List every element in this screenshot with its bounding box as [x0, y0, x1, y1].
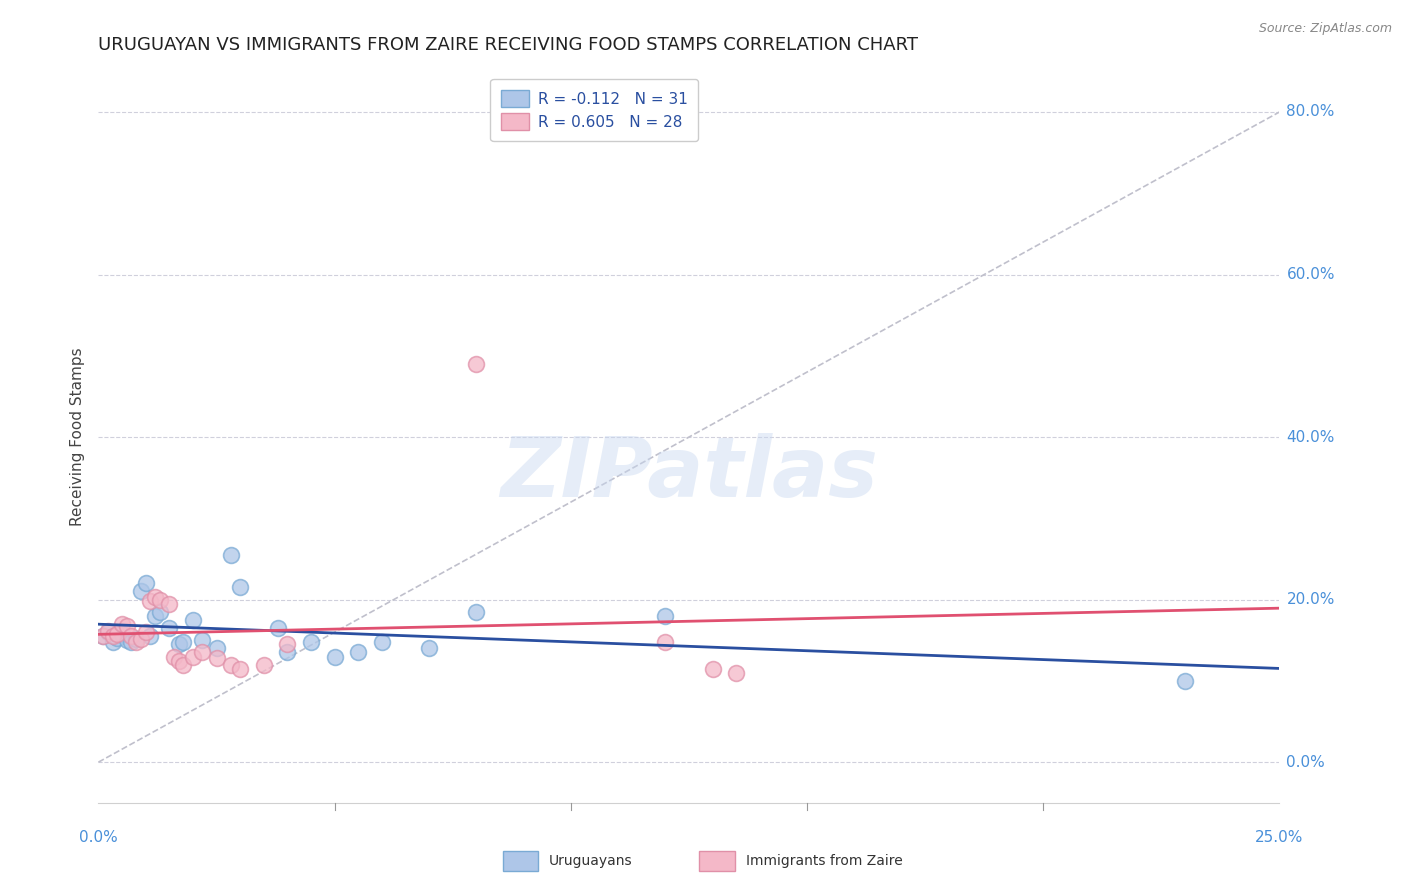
Point — [157, 621, 180, 635]
Point — [139, 629, 162, 643]
Point — [181, 613, 204, 627]
Text: ZIPatlas: ZIPatlas — [501, 434, 877, 514]
Point — [163, 649, 186, 664]
Point — [229, 662, 252, 676]
Y-axis label: Receiving Food Stamps: Receiving Food Stamps — [70, 348, 86, 526]
Point — [1174, 673, 1197, 688]
Point — [121, 635, 143, 649]
Point — [105, 626, 128, 640]
Point — [347, 645, 370, 659]
Point — [135, 625, 157, 640]
Point — [167, 654, 190, 668]
Point — [702, 662, 724, 676]
Point — [465, 605, 488, 619]
Point — [101, 629, 124, 643]
Point — [276, 645, 298, 659]
Text: 0.0%: 0.0% — [1286, 755, 1326, 770]
Point — [115, 618, 138, 632]
Point — [149, 592, 172, 607]
Point — [725, 665, 748, 680]
Point — [181, 649, 204, 664]
Point — [121, 629, 143, 643]
Point — [267, 621, 290, 635]
Point — [97, 625, 120, 640]
Text: 60.0%: 60.0% — [1286, 267, 1334, 282]
Point — [299, 635, 322, 649]
Point — [129, 632, 152, 646]
Point — [167, 637, 190, 651]
Point — [323, 649, 346, 664]
Point — [157, 597, 180, 611]
Point — [465, 357, 488, 371]
Point — [253, 657, 276, 672]
Point — [143, 590, 166, 604]
Point — [172, 657, 194, 672]
Point — [205, 641, 228, 656]
Text: 20.0%: 20.0% — [1286, 592, 1334, 607]
Point — [111, 617, 134, 632]
Legend: R = -0.112   N = 31, R = 0.605   N = 28: R = -0.112 N = 31, R = 0.605 N = 28 — [491, 79, 699, 141]
Point — [205, 651, 228, 665]
Point — [229, 581, 252, 595]
Point — [172, 635, 194, 649]
Point — [125, 635, 148, 649]
Point — [139, 594, 162, 608]
Point — [129, 584, 152, 599]
Point — [276, 637, 298, 651]
Text: URUGUAYAN VS IMMIGRANTS FROM ZAIRE RECEIVING FOOD STAMPS CORRELATION CHART: URUGUAYAN VS IMMIGRANTS FROM ZAIRE RECEI… — [98, 36, 918, 54]
Point — [219, 548, 242, 562]
Point — [91, 629, 114, 643]
Text: Immigrants from Zaire: Immigrants from Zaire — [745, 854, 903, 868]
Point — [149, 605, 172, 619]
Point — [135, 576, 157, 591]
Text: Uruguayans: Uruguayans — [548, 854, 633, 868]
Point — [143, 608, 166, 623]
Point — [105, 631, 128, 645]
Text: Source: ZipAtlas.com: Source: ZipAtlas.com — [1258, 22, 1392, 36]
Point — [91, 629, 114, 643]
Point — [654, 635, 676, 649]
Point — [101, 635, 124, 649]
Point — [191, 633, 214, 648]
Text: 80.0%: 80.0% — [1286, 104, 1334, 120]
Point — [191, 645, 214, 659]
Point — [115, 633, 138, 648]
Text: 0.0%: 0.0% — [79, 830, 118, 845]
Text: 25.0%: 25.0% — [1256, 830, 1303, 845]
Point — [97, 624, 120, 638]
Point — [111, 626, 134, 640]
Point — [125, 632, 148, 646]
Point — [418, 641, 440, 656]
Point — [219, 657, 242, 672]
Point — [654, 608, 676, 623]
Text: 40.0%: 40.0% — [1286, 430, 1334, 444]
Point — [371, 635, 394, 649]
